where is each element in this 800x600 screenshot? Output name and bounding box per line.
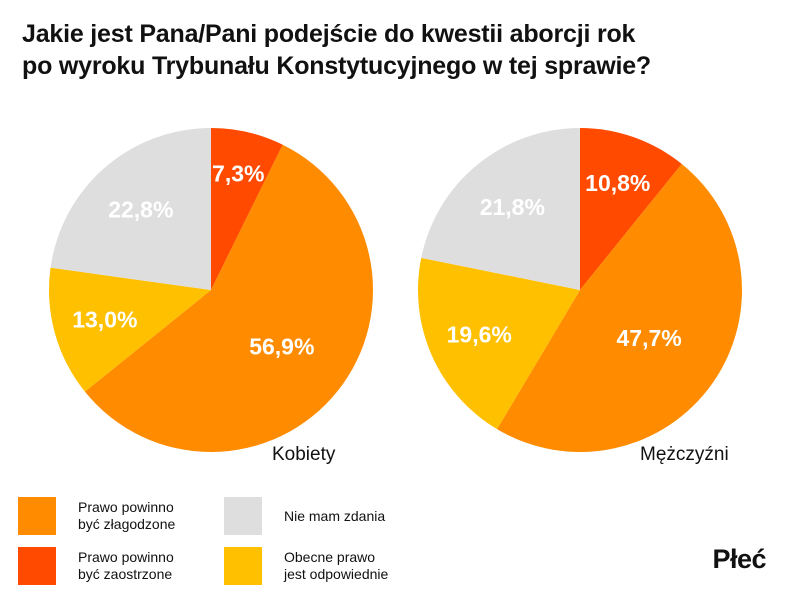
legend-item-current-law-ok: Obecne prawo jest odpowiednie xyxy=(224,547,388,585)
pie-slice-obecne-prawo-jest-odpowiednie xyxy=(49,267,211,392)
slice-value-label: 56,9% xyxy=(249,334,314,360)
pie-slice-nie-mam-zdania xyxy=(421,128,580,290)
slice-value-label: 7,3% xyxy=(212,160,264,186)
pie-slice-prawo-powinno-byc-zlagodzone xyxy=(84,144,374,453)
pie-slice-prawo-powinno-byc-zlagodzone xyxy=(497,163,743,453)
legend-label: Obecne prawo jest odpowiednie xyxy=(284,549,389,582)
slice-value-label: 19,6% xyxy=(447,322,512,348)
pie-chart-women: 7,3% 56,9% 13,0% 22,8% Kobiety xyxy=(49,128,374,465)
legend-label: Nie mam zdania xyxy=(284,507,386,524)
slice-value-label: 13,0% xyxy=(72,306,137,332)
brand-logo-text: Płeć xyxy=(712,544,766,574)
legend-item-tighten: Prawo powinno być zaostrzone xyxy=(18,547,174,585)
pie-group-label: Kobiety xyxy=(272,444,336,465)
pie-slice-obecne-prawo-jest-odpowiednie xyxy=(418,257,580,430)
chart-title-line-2: po wyroku Trybunału Konstytucyjnego w te… xyxy=(22,52,651,80)
legend-label: Prawo powinno być złagodzone xyxy=(78,499,176,532)
legend-label: Prawo powinno być zaostrzone xyxy=(78,549,174,582)
legend-swatch xyxy=(18,497,56,535)
slice-value-label: 10,8% xyxy=(585,170,650,196)
legend-swatch xyxy=(224,547,262,585)
pie-chart-men: 10,8% 47,7% 19,6% 21,8% Mężczyźni xyxy=(418,128,743,465)
legend-item-no-opinion: Nie mam zdania xyxy=(224,497,385,535)
pie-group-label: Mężczyźni xyxy=(640,444,729,465)
pie-slice-prawo-powinno-byc-zaostrzone xyxy=(580,128,682,290)
slice-value-label: 22,8% xyxy=(108,196,173,222)
chart-title-line-1: Jakie jest Pana/Pani podejście do kwesti… xyxy=(22,20,636,48)
slice-value-label: 47,7% xyxy=(617,325,682,351)
legend-item-liberalize: Prawo powinno być złagodzone xyxy=(18,497,175,535)
legend-swatch xyxy=(224,497,262,535)
legend-swatch xyxy=(18,547,56,585)
pie-slice-nie-mam-zdania xyxy=(50,128,211,290)
slice-value-label: 21,8% xyxy=(480,194,545,220)
chart-title: Jakie jest Pana/Pani podejście do kwesti… xyxy=(22,18,782,82)
pie-slice-prawo-powinno-byc-zaostrzone xyxy=(211,128,283,290)
